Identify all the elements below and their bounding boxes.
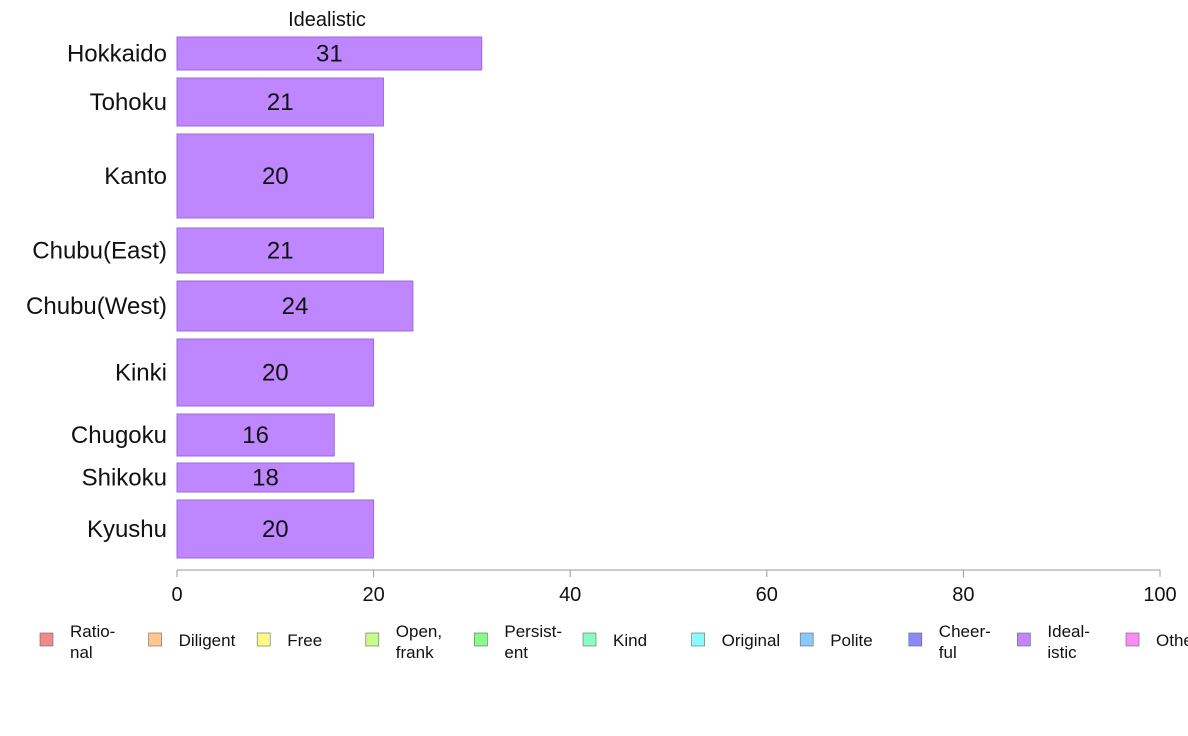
legend-label-line: ent xyxy=(504,643,528,662)
bar-tohoku xyxy=(176,77,384,127)
legend-label: Kind xyxy=(613,631,647,650)
x-axis: 0 20 40 60 80 100 xyxy=(171,569,1177,606)
legend-swatch xyxy=(256,632,271,647)
bar-kyushu xyxy=(176,499,375,559)
legend-swatch xyxy=(365,632,380,647)
bars-group: 31 Hokkaido 21 Tohoku 20 Kanto 21 Chubu(East) 24… xyxy=(26,36,483,559)
legend-label: Polite xyxy=(830,631,873,650)
category-label: Kyushu xyxy=(87,516,167,543)
legend: Ratio-nal Diligent Free Open, frank Persist-e… xyxy=(39,622,1188,662)
legend-label: Persist-ent xyxy=(504,622,562,662)
legend-swatch xyxy=(474,632,488,647)
bar-chubu-west xyxy=(176,280,414,332)
x-tick-label: 80 xyxy=(952,584,974,606)
bar-kinki xyxy=(176,338,375,407)
legend-label: Ratio-nal xyxy=(70,622,115,662)
legend-label-line: Persist- xyxy=(504,622,562,641)
legend-swatch xyxy=(691,632,705,647)
bar-value-label: 16 xyxy=(242,422,269,449)
category-label: Kanto xyxy=(104,163,167,190)
bar-value-label: 24 xyxy=(282,293,309,320)
category-label: Shikoku xyxy=(82,465,167,492)
bar-value-label: 20 xyxy=(262,163,289,190)
legend-label-line: Open, xyxy=(396,622,442,641)
category-label: Tohoku xyxy=(90,89,167,116)
bar-chubu-east xyxy=(176,227,384,274)
legend-label-line: Ideal- xyxy=(1047,622,1090,641)
legend-label-line: ful xyxy=(939,643,957,662)
legend-label: Diligent xyxy=(179,631,236,650)
legend-swatch xyxy=(1125,632,1140,647)
x-tick-label: 60 xyxy=(756,584,778,606)
chart-title: Idealistic xyxy=(288,9,366,31)
x-tick-label: 40 xyxy=(559,584,581,606)
category-label: Kinki xyxy=(115,360,167,387)
legend-swatch xyxy=(148,632,162,647)
legend-swatch xyxy=(1017,632,1031,647)
x-tick-label: 100 xyxy=(1143,584,1176,606)
bar-value-label: 20 xyxy=(262,516,289,543)
category-label: Hokkaido xyxy=(67,41,167,68)
legend-label: Free xyxy=(287,631,322,650)
legend-swatch xyxy=(582,632,597,647)
bar-value-label: 31 xyxy=(316,41,343,68)
bar-value-label: 21 xyxy=(267,238,294,265)
x-tick-label: 20 xyxy=(362,584,384,606)
bar-shikoku xyxy=(176,462,355,493)
category-label: Chubu(East) xyxy=(32,238,167,265)
legend-swatch xyxy=(799,632,814,647)
legend-label: Open, frank xyxy=(396,622,442,662)
category-label: Chugoku xyxy=(71,422,167,449)
legend-label-line: Cheer- xyxy=(939,622,991,641)
legend-swatch xyxy=(39,632,54,647)
category-label: Chubu(West) xyxy=(26,293,167,320)
bar-hokkaido xyxy=(176,36,483,71)
bar-value-label: 18 xyxy=(252,465,279,492)
legend-swatch xyxy=(908,632,923,647)
legend-label: Other xyxy=(1156,631,1188,650)
bar-chugoku xyxy=(176,413,335,457)
legend-label-line: nal xyxy=(70,643,93,662)
legend-label-line: frank xyxy=(396,643,434,662)
legend-label-line: istic xyxy=(1047,643,1077,662)
x-tick-label: 0 xyxy=(171,584,182,606)
legend-label-line: Ratio- xyxy=(70,622,115,641)
bar-value-label: 21 xyxy=(267,89,294,116)
legend-label: Cheer-ful xyxy=(939,622,991,662)
legend-label: Original xyxy=(722,631,781,650)
bar-value-label: 20 xyxy=(262,360,289,387)
legend-label: Ideal-istic xyxy=(1047,622,1090,662)
bar-kanto xyxy=(176,133,375,219)
